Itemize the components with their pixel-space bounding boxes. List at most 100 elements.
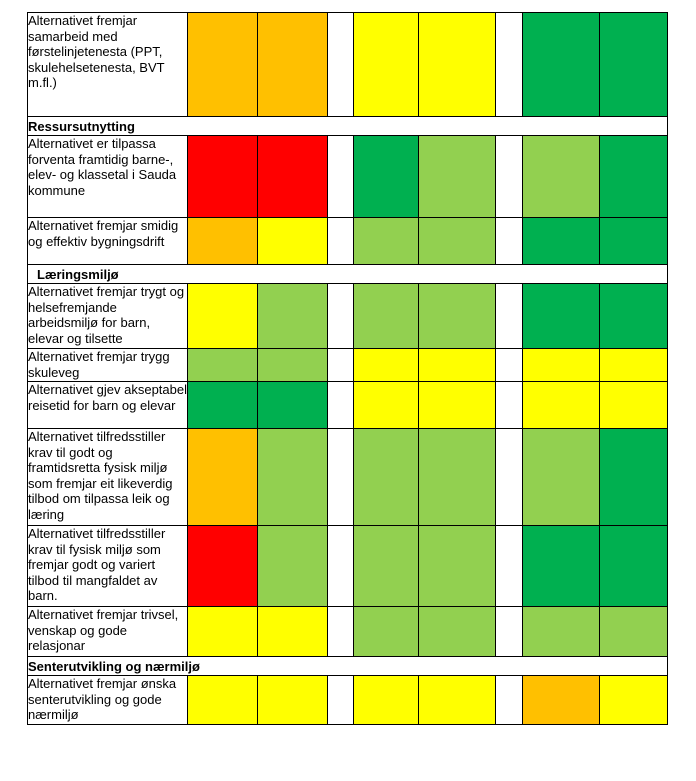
- column-gap: [327, 675, 354, 725]
- rating-cell-red: [187, 525, 258, 607]
- column-gap: [327, 606, 354, 657]
- rating-cell-yellow: [353, 12, 419, 117]
- evaluation-matrix: Alternativet fremjar samarbeid med først…: [27, 12, 668, 725]
- rating-cell-lightgreen: [522, 606, 600, 657]
- section-header: Ressursutnytting: [27, 116, 668, 136]
- column-gap: [327, 428, 354, 526]
- criterion-row: Alternativet fremjar samarbeid med først…: [27, 12, 668, 117]
- rating-cell-yellow: [257, 217, 328, 265]
- criterion-row: Alternativet gjev akseptabel reisetid fo…: [27, 381, 668, 429]
- rating-cell-green: [522, 283, 600, 349]
- section-header: Senterutvikling og nærmiljø: [27, 656, 668, 676]
- criterion-row: Alternativet fremjar trygg skuleveg: [27, 348, 668, 382]
- rating-cell-lightgreen: [418, 428, 496, 526]
- criterion-text: Alternativet fremjar trygt og helsefremj…: [27, 283, 188, 349]
- rating-cell-yellow: [353, 675, 419, 725]
- rating-cell-lightgreen: [187, 348, 258, 382]
- column-gap: [495, 381, 523, 429]
- rating-cell-orange: [187, 12, 258, 117]
- rating-cell-lightgreen: [418, 283, 496, 349]
- rating-cell-red: [257, 135, 328, 218]
- rating-cell-orange: [257, 12, 328, 117]
- rating-cell-lightgreen: [353, 283, 419, 349]
- rating-cell-yellow: [599, 675, 668, 725]
- rating-cell-green: [522, 12, 600, 117]
- criterion-text: Alternativet tilfredsstiller krav til go…: [27, 428, 188, 526]
- criterion-row: Alternativet tilfredsstiller krav til fy…: [27, 525, 668, 607]
- rating-cell-yellow: [418, 381, 496, 429]
- column-gap: [495, 12, 523, 117]
- section-header-row: Ressursutnytting: [27, 116, 668, 136]
- rating-cell-green: [599, 428, 668, 526]
- rating-cell-green: [599, 283, 668, 349]
- rating-cell-lightgreen: [418, 525, 496, 607]
- rating-cell-yellow: [418, 675, 496, 725]
- section-header-row: Senterutvikling og nærmiljø: [27, 656, 668, 676]
- rating-cell-lightgreen: [257, 348, 328, 382]
- rating-cell-green: [599, 135, 668, 218]
- rating-cell-green: [257, 381, 328, 429]
- column-gap: [495, 675, 523, 725]
- criterion-row: Alternativet fremjar smidig og effektiv …: [27, 217, 668, 265]
- criterion-text: Alternativet er tilpassa forventa framti…: [27, 135, 188, 218]
- rating-cell-green: [599, 217, 668, 265]
- criterion-text: Alternativet gjev akseptabel reisetid fo…: [27, 381, 188, 429]
- criterion-row: Alternativet fremjar trygt og helsefremj…: [27, 283, 668, 349]
- rating-cell-lightgreen: [257, 428, 328, 526]
- rating-cell-green: [187, 381, 258, 429]
- rating-cell-lightgreen: [418, 217, 496, 265]
- column-gap: [327, 381, 354, 429]
- rating-cell-lightgreen: [353, 525, 419, 607]
- rating-cell-orange: [187, 428, 258, 526]
- rating-cell-lightgreen: [257, 525, 328, 607]
- criterion-text: Alternativet fremjar trygg skuleveg: [27, 348, 188, 382]
- rating-cell-yellow: [187, 606, 258, 657]
- column-gap: [327, 135, 354, 218]
- criterion-text: Alternativet fremjar smidig og effektiv …: [27, 217, 188, 265]
- column-gap: [327, 217, 354, 265]
- rating-cell-green: [522, 217, 600, 265]
- column-gap: [327, 348, 354, 382]
- column-gap: [495, 348, 523, 382]
- rating-cell-yellow: [418, 348, 496, 382]
- rating-cell-orange: [187, 217, 258, 265]
- criterion-row: Alternativet er tilpassa forventa framti…: [27, 135, 668, 218]
- column-gap: [495, 135, 523, 218]
- rating-cell-yellow: [599, 381, 668, 429]
- column-gap: [495, 525, 523, 607]
- section-header: Læringsmiljø: [27, 264, 668, 284]
- rating-cell-orange: [522, 675, 600, 725]
- section-header-row: Læringsmiljø: [27, 264, 668, 284]
- rating-cell-lightgreen: [353, 606, 419, 657]
- rating-cell-lightgreen: [599, 606, 668, 657]
- rating-cell-yellow: [522, 348, 600, 382]
- rating-cell-lightgreen: [353, 428, 419, 526]
- rating-cell-lightgreen: [257, 283, 328, 349]
- column-gap: [327, 283, 354, 349]
- rating-cell-yellow: [257, 606, 328, 657]
- criterion-row: Alternativet fremjar trivsel, venskap og…: [27, 606, 668, 657]
- rating-cell-yellow: [418, 12, 496, 117]
- criterion-text: Alternativet tilfredsstiller krav til fy…: [27, 525, 188, 607]
- rating-cell-yellow: [353, 348, 419, 382]
- column-gap: [495, 606, 523, 657]
- rating-cell-yellow: [522, 381, 600, 429]
- rating-cell-yellow: [187, 283, 258, 349]
- rating-cell-lightgreen: [353, 217, 419, 265]
- matrix-body: Alternativet fremjar samarbeid med først…: [27, 12, 668, 725]
- rating-cell-green: [599, 525, 668, 607]
- rating-cell-green: [522, 525, 600, 607]
- rating-cell-green: [599, 12, 668, 117]
- rating-cell-red: [187, 135, 258, 218]
- criterion-text: Alternativet fremjar ønska senterutvikli…: [27, 675, 188, 725]
- criterion-row: Alternativet tilfredsstiller krav til go…: [27, 428, 668, 526]
- criterion-row: Alternativet fremjar ønska senterutvikli…: [27, 675, 668, 725]
- column-gap: [327, 525, 354, 607]
- criterion-text: Alternativet fremjar trivsel, venskap og…: [27, 606, 188, 657]
- rating-cell-yellow: [257, 675, 328, 725]
- column-gap: [495, 428, 523, 526]
- rating-cell-yellow: [353, 381, 419, 429]
- rating-cell-yellow: [599, 348, 668, 382]
- column-gap: [495, 283, 523, 349]
- column-gap: [327, 12, 354, 117]
